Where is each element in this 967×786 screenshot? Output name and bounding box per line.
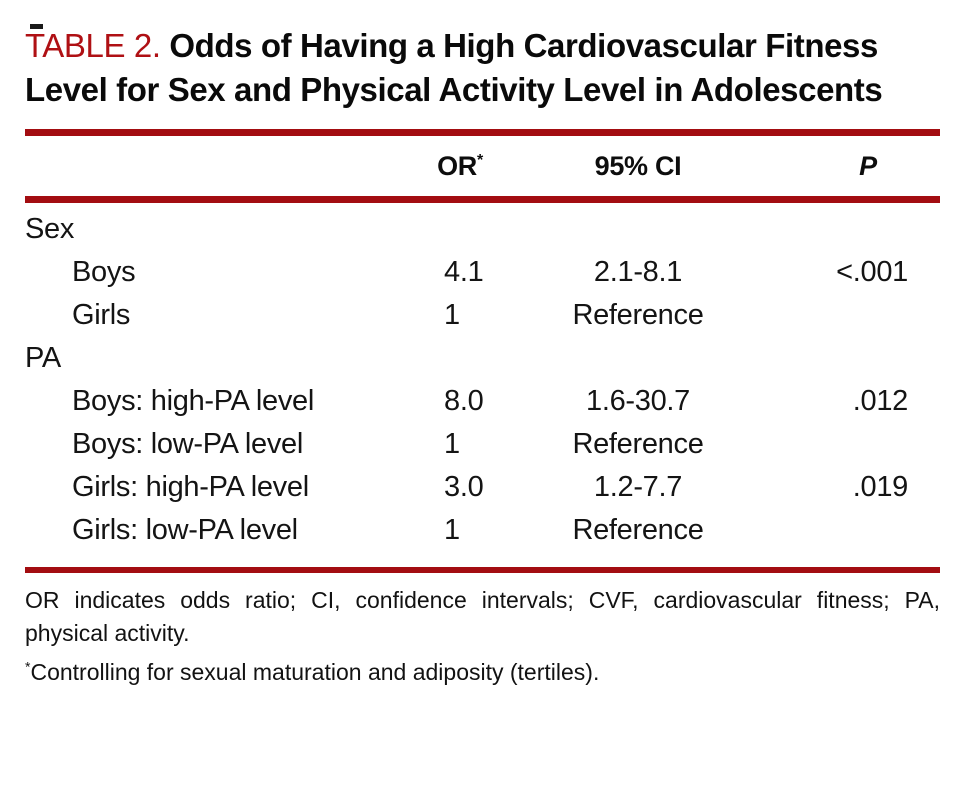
footnote-asterisk-text: Controlling for sexual maturation and ad…	[30, 659, 600, 685]
or-footnote-marker: *	[476, 151, 483, 169]
or-value: 1	[444, 299, 460, 331]
ci-value: Reference	[572, 514, 704, 546]
table-header-row: OR* 95% CI P	[25, 136, 940, 196]
table-number-label: TABLE 2.	[25, 27, 161, 64]
or-value: 3.0	[444, 471, 484, 503]
table-title-text: Odds of Having a High Cardiovascular Fit…	[25, 27, 883, 108]
p-value	[766, 509, 940, 552]
or-value: 1	[444, 514, 460, 546]
row-label: Boys	[72, 256, 136, 288]
row-label: PA	[25, 342, 61, 374]
or-value	[410, 337, 510, 380]
table-rule-bottom	[25, 567, 940, 573]
ci-value: 1.6-30.7	[585, 385, 690, 417]
p-value	[766, 337, 940, 380]
p-value: .012	[852, 385, 909, 417]
or-value: 1	[444, 428, 460, 460]
or-value	[410, 208, 510, 251]
row-label: Boys: low-PA level	[72, 428, 303, 460]
row-label: Boys: high-PA level	[72, 385, 315, 417]
table-body: Sex Boys 4.1 2.1-8.1 <.001 Girls 1 Refer…	[25, 203, 940, 567]
or-value: 8.0	[444, 385, 484, 417]
p-value	[766, 294, 940, 337]
row-label: Girls: low-PA level	[72, 514, 298, 546]
ci-value: 2.1-8.1	[593, 256, 683, 288]
table-rule-top	[25, 129, 940, 136]
table-row: Girls: low-PA level 1 Reference	[25, 509, 940, 552]
column-header-ci: 95% CI	[594, 150, 682, 181]
column-header-or: OR*	[410, 151, 510, 182]
row-label: Girls	[72, 299, 131, 331]
p-value: .019	[852, 471, 909, 503]
row-label: Girls: high-PA level	[72, 471, 309, 503]
scan-artifact	[30, 24, 43, 29]
ci-value	[510, 337, 766, 380]
table-row: Boys: low-PA level 1 Reference	[25, 423, 940, 466]
table-row: Girls 1 Reference	[25, 294, 940, 337]
ci-value: 1.2-7.7	[593, 471, 683, 503]
table-row: Boys: high-PA level 8.0 1.6-30.7 .012	[25, 380, 940, 423]
footnote-asterisk-marker: *	[25, 658, 31, 675]
table-title: TABLE 2. Odds of Having a High Cardiovas…	[25, 24, 927, 112]
table-group-row: PA	[25, 337, 940, 380]
table-rule-header	[25, 196, 940, 203]
p-value	[766, 423, 940, 466]
row-label: Sex	[25, 213, 75, 245]
p-value: <.001	[836, 256, 908, 288]
footnote-asterisk: *Controlling for sexual maturation and a…	[25, 656, 940, 689]
ci-value: Reference	[572, 428, 704, 460]
table-row: Girls: high-PA level 3.0 1.2-7.7 .019	[25, 466, 940, 509]
ci-value	[510, 208, 766, 251]
p-value	[766, 208, 940, 251]
table-row: Boys 4.1 2.1-8.1 <.001	[25, 251, 940, 294]
footnote-abbreviations: OR indicates odds ratio; CI, confidence …	[25, 587, 940, 646]
column-header-p: P	[859, 150, 877, 181]
table-footnotes: OR indicates odds ratio; CI, confidence …	[25, 584, 940, 689]
table-2-card: TABLE 2. Odds of Having a High Cardiovas…	[0, 24, 967, 689]
or-value: 4.1	[444, 256, 484, 288]
or-header-label: OR	[437, 150, 477, 181]
table-group-row: Sex	[25, 208, 940, 251]
ci-value: Reference	[572, 299, 704, 331]
